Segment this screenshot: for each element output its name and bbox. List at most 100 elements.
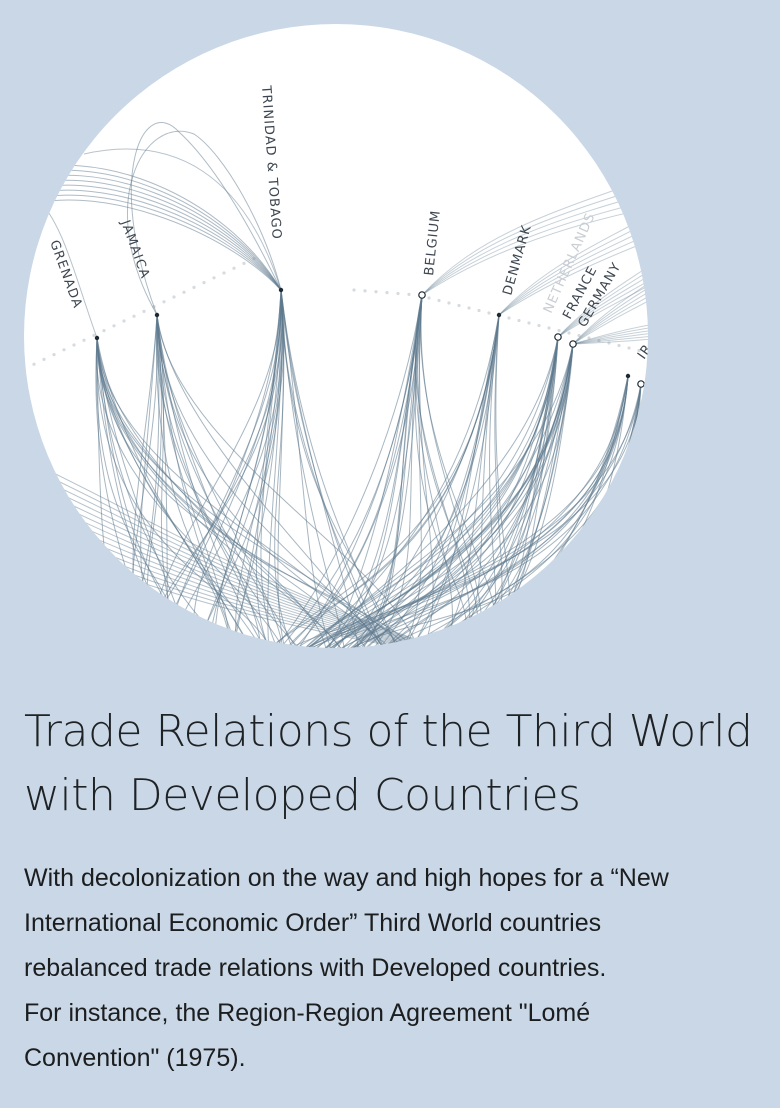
- node-dot: [385, 291, 389, 295]
- trade-link: [572, 325, 648, 345]
- node-dot: [72, 343, 76, 347]
- trade-link: [267, 289, 283, 648]
- trade-link: [277, 294, 423, 648]
- country-node: [154, 312, 160, 318]
- node-dot: [82, 338, 86, 342]
- node-dot: [427, 296, 431, 300]
- trade-network-svg: GRENADA JAMAICA TRINIDAD & TOBAGO BELGIU…: [24, 24, 648, 648]
- country-node: [278, 287, 284, 293]
- node-dot: [232, 266, 236, 270]
- trade-link: [290, 336, 559, 648]
- node-dot: [467, 306, 471, 310]
- node-dot: [547, 326, 551, 330]
- trade-link: [287, 383, 642, 648]
- node-dot: [162, 300, 166, 304]
- node-dot: [92, 333, 96, 337]
- trade-link: [373, 383, 642, 648]
- trade-link: [316, 375, 629, 648]
- trade-link: [572, 267, 648, 345]
- trade-link: [572, 251, 648, 345]
- description: With decolonization on the way and high …: [24, 856, 764, 1081]
- trade-link: [335, 336, 559, 648]
- node-dot: [407, 292, 411, 296]
- description-line: Convention" (1975).: [24, 1044, 246, 1072]
- node-dot: [457, 303, 461, 308]
- node-dot: [62, 348, 66, 352]
- country-node: [637, 380, 645, 388]
- node-dot: [477, 308, 481, 313]
- description-line: International Economic Order” Third Worl…: [24, 909, 602, 937]
- node-dot: [517, 318, 521, 323]
- trade-link: [83, 148, 282, 291]
- node-dot: [537, 323, 541, 328]
- trade-link: [127, 130, 282, 316]
- country-node: [94, 335, 100, 341]
- lens-circle: [24, 24, 648, 648]
- label-belgium: BELGIUM: [422, 209, 444, 276]
- trade-link: [572, 337, 648, 345]
- node-dot: [122, 319, 126, 323]
- trade-link: [130, 122, 282, 316]
- trade-link: [498, 226, 648, 316]
- trade-link: [155, 314, 273, 648]
- trade-link: [260, 289, 287, 648]
- node-dot: [437, 298, 441, 303]
- trade-link: [498, 234, 648, 316]
- trade-link: [273, 294, 423, 648]
- trade-link: [498, 218, 648, 316]
- node-dot: [363, 289, 367, 293]
- trade-link: [421, 343, 574, 648]
- description-line: With decolonization on the way and high …: [24, 864, 669, 892]
- node-dot: [142, 309, 146, 313]
- country-node: [496, 312, 502, 318]
- trade-link: [389, 294, 423, 648]
- node-dot: [222, 271, 226, 275]
- node-dot: [42, 357, 46, 361]
- node-dot: [182, 290, 186, 294]
- trade-link: [498, 210, 648, 316]
- trade-link: [341, 294, 423, 648]
- trade-link: [287, 343, 574, 648]
- node-dot: [32, 362, 36, 366]
- node-dot: [617, 343, 621, 348]
- node-dot: [202, 281, 206, 285]
- trade-link: [260, 294, 423, 648]
- node-dot: [587, 336, 591, 340]
- trade-link: [572, 331, 648, 345]
- node-dot: [132, 314, 136, 318]
- node-dot: [447, 301, 451, 305]
- trade-link: [96, 337, 277, 648]
- country-node: [569, 340, 577, 348]
- page-title: Trade Relations of the Third World with …: [24, 706, 753, 821]
- trade-link: [96, 337, 416, 648]
- node-dot: [557, 328, 561, 333]
- country-node: [418, 291, 426, 299]
- node-dot: [637, 348, 641, 353]
- trade-link: [271, 336, 559, 648]
- trade-link: [96, 337, 231, 648]
- trade-link: [498, 202, 648, 316]
- trade-link: [156, 314, 422, 648]
- description-line: rebalanced trade relations with Develope…: [24, 954, 607, 982]
- node-dot: [192, 285, 196, 289]
- trade-link: [572, 334, 648, 345]
- trade-link: [285, 383, 642, 648]
- node-dot: [567, 331, 571, 335]
- node-dot: [52, 353, 56, 357]
- trade-link: [254, 314, 500, 648]
- trade-network-diagram: GRENADA JAMAICA TRINIDAD & TOBAGO BELGIU…: [24, 24, 648, 648]
- node-dot: [102, 329, 106, 333]
- node-dot: [527, 321, 531, 325]
- trade-link: [156, 314, 232, 648]
- node-dot: [172, 295, 176, 299]
- trade-link: [24, 459, 495, 648]
- trade-link: [274, 289, 301, 648]
- trade-link: [280, 289, 402, 648]
- trade-link: [572, 328, 648, 345]
- trade-link: [24, 453, 495, 648]
- node-dot: [396, 291, 400, 296]
- node-dot: [352, 288, 356, 292]
- node-dot: [597, 338, 601, 343]
- country-node: [625, 373, 631, 379]
